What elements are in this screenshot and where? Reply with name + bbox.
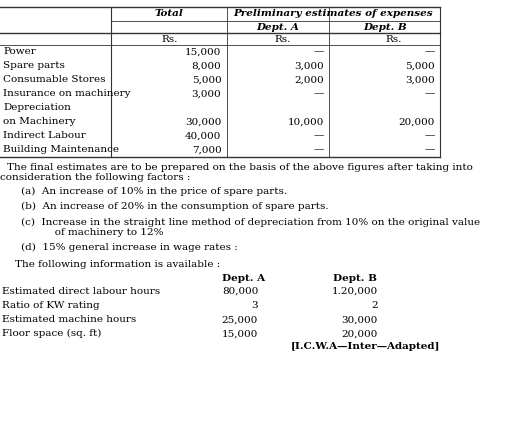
Text: on Machinery: on Machinery — [4, 117, 76, 126]
Text: Spare parts: Spare parts — [4, 61, 66, 70]
Text: Floor space (sq. ft): Floor space (sq. ft) — [2, 329, 101, 339]
Text: 8,000: 8,000 — [192, 61, 222, 70]
Text: Rs.: Rs. — [161, 35, 177, 44]
Text: (c)  Increase in the straight line method of depreciation from 10% on the origin: (c) Increase in the straight line method… — [21, 218, 480, 227]
Text: 20,000: 20,000 — [399, 117, 435, 126]
Text: Dept. B: Dept. B — [333, 274, 377, 283]
Text: 25,000: 25,000 — [222, 315, 258, 324]
Text: 2,000: 2,000 — [294, 76, 324, 85]
Text: Consumable Stores: Consumable Stores — [4, 76, 106, 85]
Text: 5,000: 5,000 — [192, 76, 222, 85]
Text: Ratio of KW rating: Ratio of KW rating — [2, 301, 99, 310]
Text: Preliminary estimates of expenses: Preliminary estimates of expenses — [233, 9, 433, 19]
Text: Depreciation: Depreciation — [4, 104, 71, 113]
Text: Dept. B: Dept. B — [363, 23, 407, 32]
Text: Rs.: Rs. — [385, 35, 402, 44]
Text: 15,000: 15,000 — [185, 48, 222, 57]
Text: Rs.: Rs. — [274, 35, 291, 44]
Text: 3,000: 3,000 — [192, 89, 222, 98]
Text: 10,000: 10,000 — [288, 117, 324, 126]
Text: 2: 2 — [371, 301, 378, 310]
Text: consideration the following factors :: consideration the following factors : — [0, 174, 190, 182]
Text: 30,000: 30,000 — [185, 117, 222, 126]
Text: Dept. A: Dept. A — [256, 23, 299, 32]
Text: —: — — [314, 132, 324, 141]
Text: Estimated machine hours: Estimated machine hours — [2, 315, 136, 324]
Text: Power: Power — [4, 48, 36, 57]
Text: —: — — [425, 48, 435, 57]
Text: of machinery to 12%: of machinery to 12% — [32, 228, 164, 237]
Text: —: — — [425, 132, 435, 141]
Text: Indirect Labour: Indirect Labour — [4, 132, 86, 141]
Text: Insurance on machinery: Insurance on machinery — [4, 89, 131, 98]
Text: —: — — [314, 48, 324, 57]
Text: [I.C.W.A—Inter—Adapted]: [I.C.W.A—Inter—Adapted] — [291, 342, 440, 351]
Text: —: — — [314, 146, 324, 154]
Text: Building Maintenance: Building Maintenance — [4, 146, 120, 154]
Text: (d)  15% general increase in wage rates :: (d) 15% general increase in wage rates : — [21, 243, 238, 252]
Text: (b)  An increase of 20% in the consumption of spare parts.: (b) An increase of 20% in the consumptio… — [21, 202, 329, 211]
Text: 3: 3 — [252, 301, 258, 310]
Text: The final estimates are to be prepared on the basis of the above figures after t: The final estimates are to be prepared o… — [7, 163, 473, 172]
Text: 40,000: 40,000 — [185, 132, 222, 141]
Text: —: — — [425, 89, 435, 98]
Text: Dept. A: Dept. A — [222, 274, 265, 283]
Text: (a)  An increase of 10% in the price of spare parts.: (a) An increase of 10% in the price of s… — [21, 187, 288, 196]
Text: 30,000: 30,000 — [342, 315, 378, 324]
Text: 7,000: 7,000 — [192, 146, 222, 154]
Text: 15,000: 15,000 — [222, 329, 258, 338]
Text: 20,000: 20,000 — [342, 329, 378, 338]
Text: 5,000: 5,000 — [406, 61, 435, 70]
Text: 1.20,000: 1.20,000 — [332, 287, 378, 296]
Text: 3,000: 3,000 — [406, 76, 435, 85]
Text: The following information is available :: The following information is available : — [15, 259, 220, 268]
Text: 3,000: 3,000 — [294, 61, 324, 70]
Text: Estimated direct labour hours: Estimated direct labour hours — [2, 287, 160, 296]
Text: Total: Total — [154, 9, 183, 19]
Text: —: — — [425, 146, 435, 154]
Text: —: — — [314, 89, 324, 98]
Text: 80,000: 80,000 — [222, 287, 258, 296]
